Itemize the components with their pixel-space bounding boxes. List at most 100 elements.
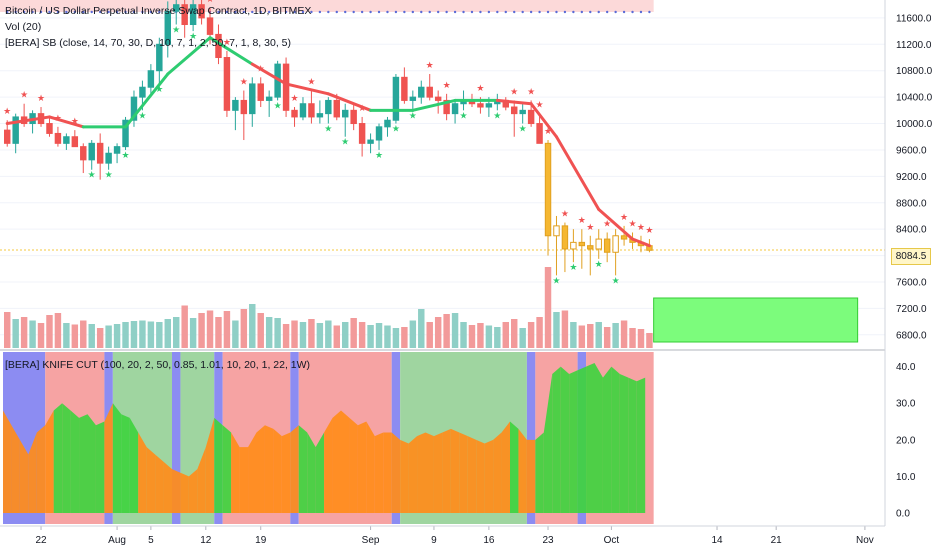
knife-area-segment — [163, 461, 172, 514]
chart-title: Bitcoin / US Dollar Perpetual Inverse Sw… — [5, 5, 312, 17]
knife-tick-label: 0.0 — [896, 509, 910, 520]
sb-line-segment — [47, 115, 85, 129]
x-tick-label: 19 — [255, 535, 267, 546]
volume-bar — [325, 320, 332, 348]
knife-tick-label: 40.0 — [896, 362, 916, 373]
top-zone-dot — [225, 10, 229, 14]
sb-legend: [BERA] SB (close, 14, 70, 30, D, 10, 7, … — [5, 37, 291, 49]
top-zone-dot — [65, 10, 68, 14]
candle-body — [181, 4, 188, 26]
top-zone-dot — [14, 10, 17, 14]
knife-area-segment — [146, 447, 156, 514]
knife-area-segment — [121, 414, 130, 514]
knife-area-segment — [459, 432, 468, 514]
top-zone-dot — [470, 10, 474, 14]
signal-star: ★ — [341, 137, 349, 147]
target-box-rect — [653, 297, 859, 343]
signal-star: ★ — [645, 225, 653, 235]
signal-star: ★ — [172, 25, 180, 35]
signal-star: ★ — [519, 124, 527, 134]
volume-bar — [249, 304, 256, 348]
volume-bar — [156, 322, 163, 348]
candle-body — [249, 83, 256, 115]
x-tick-label: 23 — [542, 535, 554, 546]
sb-line-segment — [411, 98, 457, 112]
volume-bar — [308, 319, 315, 348]
knife-area-segment — [560, 366, 570, 514]
signal-star: ★ — [257, 63, 265, 73]
candle-body — [198, 4, 205, 19]
volume-bar — [451, 313, 459, 348]
top-zone-dot — [132, 10, 136, 14]
volume-bar — [367, 325, 374, 348]
volume-bar — [147, 321, 155, 348]
volume-bar — [587, 324, 594, 348]
volume-bar — [342, 322, 349, 348]
price-tick-label: 7600.0 — [896, 277, 927, 288]
candle-body — [122, 119, 129, 148]
volume-bar — [468, 325, 476, 348]
knife-bg-band — [172, 352, 181, 524]
top-zone-dot — [251, 10, 254, 14]
sb-line-segment — [284, 82, 330, 96]
knife-area-segment — [180, 472, 189, 514]
top-zone-dot — [504, 10, 507, 14]
signal-star: ★ — [71, 116, 79, 126]
knife-area-segment — [366, 421, 375, 514]
volume-bar — [375, 323, 383, 348]
x-tick-label: 14 — [711, 535, 723, 546]
top-zone-dot — [563, 10, 567, 14]
knife-area-segment — [476, 439, 485, 514]
top-highlight-band — [0, 0, 654, 14]
knife-area-segment — [248, 432, 257, 514]
signal-star: ★ — [409, 110, 417, 120]
price-tick-label: 9200.0 — [896, 172, 927, 183]
top-zone — [0, 0, 654, 12]
signal-star: ★ — [20, 90, 28, 100]
volume-bar — [629, 328, 636, 348]
knife-area-segment — [222, 425, 232, 514]
knife-area-segment — [104, 403, 113, 514]
candle-body — [358, 123, 366, 144]
candle-body — [156, 43, 163, 72]
price-tick-label: 7200.0 — [896, 304, 927, 315]
x-tick-label: 21 — [771, 535, 783, 546]
volume-bar — [358, 322, 366, 348]
top-zone-dot — [369, 10, 372, 14]
volume-bar — [173, 317, 180, 348]
top-zone-dot — [403, 10, 406, 14]
volume-bar — [265, 317, 273, 348]
candle-body — [434, 96, 442, 101]
volume-bar — [603, 327, 611, 348]
volume-bar — [189, 318, 197, 348]
candle-body — [96, 142, 104, 164]
candle-body — [164, 10, 172, 45]
volume-bar — [443, 314, 450, 348]
signal-star: ★ — [426, 60, 434, 70]
volume-bar — [511, 319, 518, 348]
candle-body — [325, 99, 332, 115]
candle-body — [477, 103, 484, 108]
candle-body — [578, 241, 586, 247]
sb-line-segment — [326, 92, 373, 112]
volume-bar — [105, 325, 112, 348]
top-zone-dot — [344, 10, 347, 14]
candle-body — [105, 152, 112, 164]
knife-area-segment — [543, 373, 553, 514]
top-zone-dot — [513, 10, 516, 14]
knife-area-segment — [602, 366, 612, 514]
signal-star: ★ — [138, 110, 146, 120]
candle-body — [232, 99, 239, 111]
candle-body — [299, 103, 307, 118]
top-zone-dot — [589, 10, 592, 14]
signal-star: ★ — [375, 150, 383, 160]
signal-star: ★ — [536, 100, 544, 110]
candle-body — [130, 96, 138, 121]
candle-body — [384, 119, 391, 128]
candle-body — [113, 146, 121, 154]
volume-bar — [29, 320, 36, 348]
candle-body — [265, 96, 273, 101]
volume-bar — [434, 317, 442, 348]
